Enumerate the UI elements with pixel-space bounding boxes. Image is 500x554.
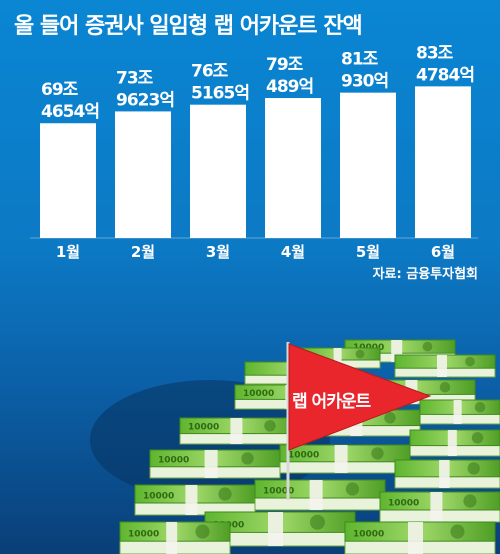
x-tick-labels-group: 1월 2월 3월 4월 5월 6월 [56, 243, 455, 261]
banknote-bundle-18: 10000 [344, 521, 496, 554]
banknote-denomination: 10000 [243, 389, 274, 399]
x-tick-label-5: 5월 [356, 243, 380, 261]
banknote-denomination: 10000 [288, 451, 319, 461]
banknote-bundle-16: 10000 [379, 491, 500, 523]
value-label-4-line-1: 79조 [266, 55, 304, 75]
banknote-denomination: 10000 [158, 456, 189, 466]
value-label-5-line-2: 930억 [341, 72, 388, 92]
x-tick-label-1: 1월 [56, 243, 80, 261]
banknote-denomination: 10000 [388, 499, 419, 509]
bars-group [40, 86, 471, 239]
value-label-1-line-2: 4654억 [41, 102, 99, 122]
bar-2 [115, 111, 171, 238]
value-label-6-line-2: 4784억 [416, 65, 474, 85]
value-label-1-line-1: 69조 [41, 80, 79, 100]
money-illustration: 10000 10000 10000 10000 10000 10000 10000 10000… [90, 339, 500, 554]
bar-1 [40, 123, 96, 238]
chart-title: 올 들어 증권사 일임형 랩 어카운트 잔액 [14, 14, 363, 39]
banknote-bundle-12: 10000 [279, 444, 411, 474]
bar-5 [340, 92, 396, 239]
banknote-bundle-7 [419, 399, 500, 425]
flag-label: 랩 어카운트 [292, 392, 371, 412]
value-label-2-line-2: 9623억 [116, 90, 174, 110]
banknote-denomination: 10000 [188, 423, 219, 433]
value-label-5-line-1: 81조 [341, 50, 379, 70]
banknote-denomination: 10000 [128, 529, 159, 539]
banknote-bundle-2 [394, 354, 496, 378]
x-tick-label-3: 3월 [206, 243, 230, 261]
value-label-3-line-2: 5165억 [191, 84, 249, 104]
banknote-pile: 10000 10000 10000 10000 10000 10000 10000 10000… [119, 339, 500, 554]
bar-6 [415, 86, 471, 238]
banknote-bundle-15: 10000 [254, 479, 386, 511]
bar-4 [265, 98, 321, 239]
banknote-bundle-8: 10000 [179, 417, 301, 445]
banknote-denomination: 10000 [263, 487, 294, 497]
banknote-denomination: 10000 [143, 492, 174, 502]
banknote-bundle-19: 10000 [119, 521, 231, 554]
value-label-2-line-1: 73조 [116, 68, 154, 88]
x-tick-label-2: 2월 [131, 243, 155, 261]
banknote-denomination: 10000 [353, 529, 384, 539]
value-label-4-line-2: 489억 [266, 77, 313, 97]
x-tick-label-6: 6월 [431, 243, 455, 261]
banknote-bundle-13 [394, 459, 500, 489]
flag-icon [288, 343, 432, 451]
value-label-6-line-1: 83조 [416, 43, 454, 63]
value-label-3-line-1: 76조 [191, 62, 229, 82]
bar-3 [190, 104, 246, 238]
source-note: 자료: 금융투자협회 [372, 267, 478, 282]
x-tick-label-4: 4월 [281, 243, 305, 261]
banknote-bundle-11: 10000 [149, 449, 281, 479]
banknote-bundle-14: 10000 [134, 484, 256, 516]
banknote-bundle-10 [409, 429, 500, 457]
